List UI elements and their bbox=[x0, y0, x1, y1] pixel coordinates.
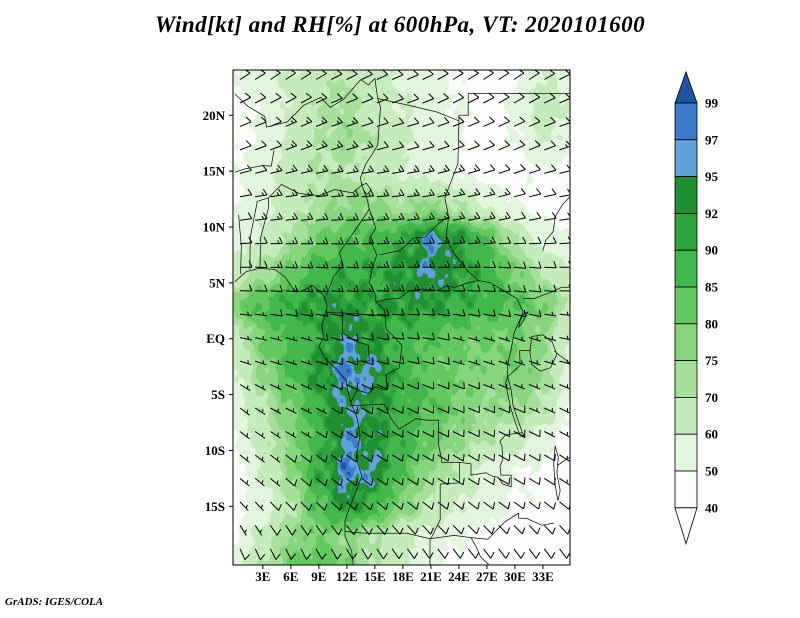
x-tick-label: 12E bbox=[336, 569, 358, 584]
colorbar-segment bbox=[674, 176, 698, 214]
wind-barbs bbox=[239, 70, 570, 561]
colorbar-segment bbox=[674, 470, 698, 509]
country-borders-coastline bbox=[234, 78, 570, 565]
map-layers bbox=[234, 70, 570, 565]
colorbar-label: 70 bbox=[705, 390, 718, 405]
y-tick-label: 20N bbox=[203, 108, 226, 123]
colorbar-top-arrow bbox=[674, 70, 698, 104]
x-tick-label: 6E bbox=[283, 569, 298, 584]
chart-title: Wind[kt] and RH[%] at 600hPa, VT: 202010… bbox=[154, 12, 646, 37]
colorbar-label: 90 bbox=[705, 243, 718, 258]
x-tick-label: 30E bbox=[504, 569, 526, 584]
colorbar-segment bbox=[674, 396, 698, 435]
colorbar-label: 95 bbox=[705, 169, 719, 184]
colorbar-label: 75 bbox=[705, 353, 719, 368]
y-tick-label: 15N bbox=[203, 164, 226, 179]
plot-frame-group: 3E 6E 9E 12E 15E 18E 21E 24E 27E 30E 33E 20N 15N 10N 5… bbox=[203, 69, 571, 584]
plot-frame bbox=[232, 69, 571, 566]
y-tick-label: 5S bbox=[211, 387, 225, 402]
x-tick-label: 15E bbox=[364, 569, 386, 584]
colorbar-segment bbox=[674, 323, 698, 362]
x-tick-label: 27E bbox=[476, 569, 498, 584]
y-tick-label: 10N bbox=[203, 219, 226, 234]
colorbar-segment bbox=[674, 433, 698, 472]
x-tick-label: 9E bbox=[311, 569, 326, 584]
x-tick-label: 3E bbox=[255, 569, 270, 584]
colorbar-label: 80 bbox=[705, 316, 718, 331]
colorbar-segment bbox=[674, 249, 698, 288]
colorbar-label: 60 bbox=[705, 427, 718, 442]
x-tick-label: 21E bbox=[420, 569, 442, 584]
colorbar-label: 92 bbox=[705, 206, 718, 221]
y-tick-label: 15S bbox=[205, 499, 225, 514]
colorbar-segment bbox=[674, 360, 698, 398]
y-tick-label: 5N bbox=[209, 275, 226, 290]
rh-shading-layer bbox=[233, 70, 570, 565]
x-tick-label: 18E bbox=[392, 569, 414, 584]
y-tick-label: 10S bbox=[205, 443, 225, 458]
colorbar-label: 85 bbox=[705, 280, 719, 295]
y-tick-label: EQ bbox=[206, 331, 225, 346]
colorbar-label: 97 bbox=[705, 132, 719, 147]
x-tick-label: 33E bbox=[532, 569, 554, 584]
colorbar: 99 97 95 92 90 85 80 75 70 60 50 40 bbox=[674, 70, 719, 546]
colorbar-bottom-arrow bbox=[674, 507, 698, 546]
colorbar-label: 99 bbox=[705, 96, 719, 111]
colorbar-label: 50 bbox=[705, 464, 718, 479]
colorbar-label: 40 bbox=[705, 500, 718, 515]
x-tick-label: 24E bbox=[448, 569, 470, 584]
grads-credit: GrADS: IGES/COLA bbox=[5, 596, 104, 608]
colorbar-segment bbox=[674, 139, 698, 178]
colorbar-segment bbox=[674, 286, 698, 325]
colorbar-segment bbox=[674, 212, 698, 251]
colorbar-segment bbox=[674, 102, 698, 141]
